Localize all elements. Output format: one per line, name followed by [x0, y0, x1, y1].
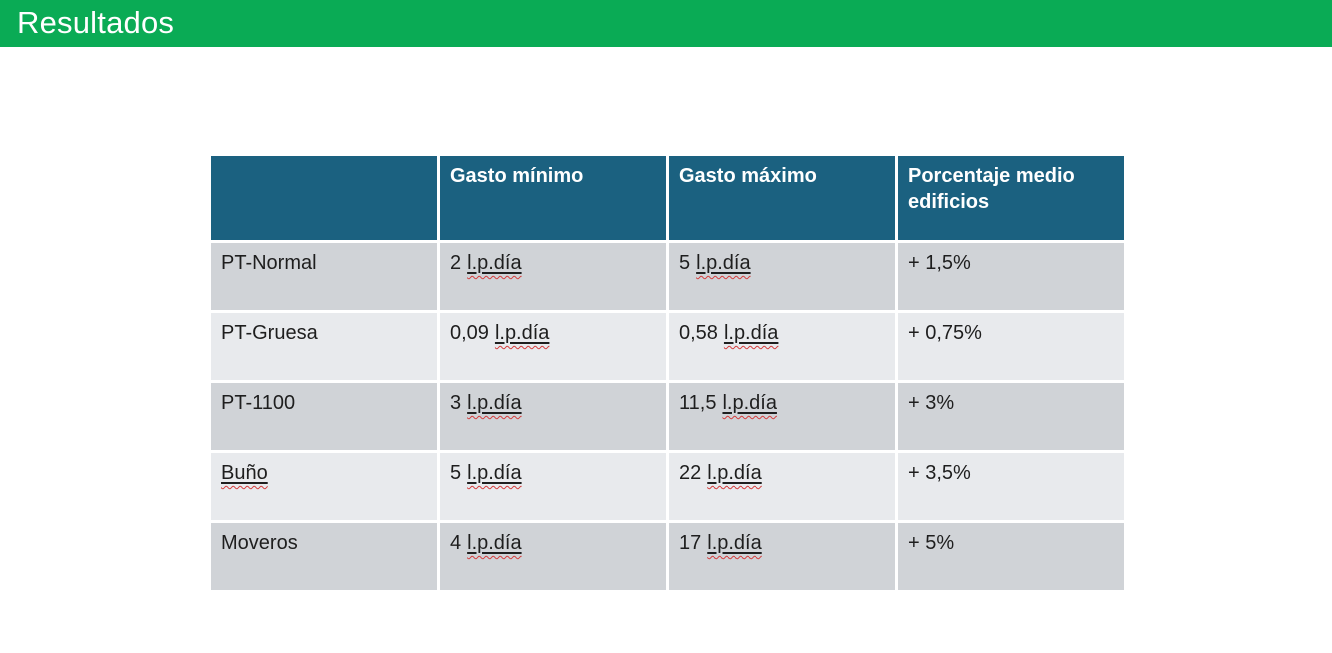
row-name: PT-Gruesa — [221, 322, 318, 344]
row-name: Moveros — [221, 532, 298, 554]
table-row: Buño 5 l.p.día 22 l.p.día + 3,5% — [208, 450, 1127, 523]
cell-value: 22 — [679, 462, 702, 484]
cell-gasto-maximo[interactable]: 5 l.p.día — [666, 240, 898, 313]
cell-gasto-maximo[interactable]: 22 l.p.día — [666, 450, 898, 523]
cell-porcentaje-medio[interactable]: + 3% — [895, 380, 1127, 453]
table-row: PT-Normal 2 l.p.día 5 l.p.día + 1,5% — [208, 240, 1127, 313]
row-name: Buño — [221, 462, 268, 484]
cell-unit: l.p.día — [467, 462, 522, 484]
cell-porcentaje-medio[interactable]: + 0,75% — [895, 310, 1127, 383]
results-table: Gasto mínimo Gasto máximo Porcentaje med… — [208, 153, 1127, 593]
cell-value: + 1,5% — [908, 252, 971, 274]
table-row: PT-1100 3 l.p.día 11,5 l.p.día + 3% — [208, 380, 1127, 453]
cell-value: + 0,75% — [908, 322, 982, 344]
cell-unit: l.p.día — [696, 252, 751, 274]
cell-value: 5 — [679, 252, 691, 274]
header-label: Porcentaje medio edificios — [908, 165, 1075, 213]
cell-value: 0,58 — [679, 322, 718, 344]
row-name: PT-Normal — [221, 252, 317, 274]
cell-value: 3 — [450, 392, 462, 414]
header-empty[interactable] — [208, 153, 440, 243]
header-label: Gasto máximo — [679, 165, 817, 187]
cell-unit: l.p.día — [494, 322, 550, 344]
cell-row-name[interactable]: PT-1100 — [208, 380, 440, 453]
cell-value: + 3% — [908, 392, 955, 414]
cell-porcentaje-medio[interactable]: + 3,5% — [895, 450, 1127, 523]
table-header-row: Gasto mínimo Gasto máximo Porcentaje med… — [208, 153, 1127, 243]
page-title[interactable]: Resultados — [17, 4, 175, 40]
cell-value: 11,5 — [679, 392, 717, 414]
cell-gasto-maximo[interactable]: 17 l.p.día — [666, 520, 898, 593]
cell-value: 0,09 — [450, 322, 489, 344]
cell-value: + 3,5% — [908, 462, 971, 484]
cell-unit: l.p.día — [467, 252, 522, 274]
cell-porcentaje-medio[interactable]: + 5% — [895, 520, 1127, 593]
header-label: Gasto mínimo — [450, 165, 584, 187]
cell-gasto-maximo[interactable]: 0,58 l.p.día — [666, 310, 898, 383]
cell-unit: l.p.día — [722, 392, 777, 414]
cell-value: 5 — [450, 462, 462, 484]
cell-gasto-minimo[interactable]: 3 l.p.día — [437, 380, 669, 453]
row-name: PT-1100 — [221, 392, 296, 414]
header-gasto-maximo[interactable]: Gasto máximo — [666, 153, 898, 243]
results-table-container: Gasto mínimo Gasto máximo Porcentaje med… — [208, 153, 1127, 593]
cell-row-name[interactable]: Buño — [208, 450, 440, 523]
cell-unit: l.p.día — [467, 392, 522, 414]
cell-unit: l.p.día — [723, 322, 779, 344]
cell-value: + 5% — [908, 532, 955, 554]
cell-row-name[interactable]: PT-Normal — [208, 240, 440, 313]
cell-value: 4 — [450, 532, 462, 554]
cell-value: 2 — [450, 252, 462, 274]
table-row: Moveros 4 l.p.día 17 l.p.día + 5% — [208, 520, 1127, 593]
cell-gasto-minimo[interactable]: 4 l.p.día — [437, 520, 669, 593]
cell-unit: l.p.día — [707, 462, 762, 484]
header-porcentaje-medio[interactable]: Porcentaje medio edificios — [895, 153, 1127, 243]
cell-gasto-minimo[interactable]: 2 l.p.día — [437, 240, 669, 313]
cell-gasto-maximo[interactable]: 11,5 l.p.día — [666, 380, 898, 453]
cell-unit: l.p.día — [707, 532, 762, 554]
table-row: PT-Gruesa 0,09 l.p.día 0,58 l.p.día + 0,75… — [208, 310, 1127, 383]
slide-title-bar: Resultados — [0, 0, 1332, 47]
cell-gasto-minimo[interactable]: 0,09 l.p.día — [437, 310, 669, 383]
cell-value: 17 — [679, 532, 702, 554]
cell-gasto-minimo[interactable]: 5 l.p.día — [437, 450, 669, 523]
cell-row-name[interactable]: Moveros — [208, 520, 440, 593]
cell-porcentaje-medio[interactable]: + 1,5% — [895, 240, 1127, 313]
cell-unit: l.p.día — [467, 532, 522, 554]
cell-row-name[interactable]: PT-Gruesa — [208, 310, 440, 383]
header-gasto-minimo[interactable]: Gasto mínimo — [437, 153, 669, 243]
